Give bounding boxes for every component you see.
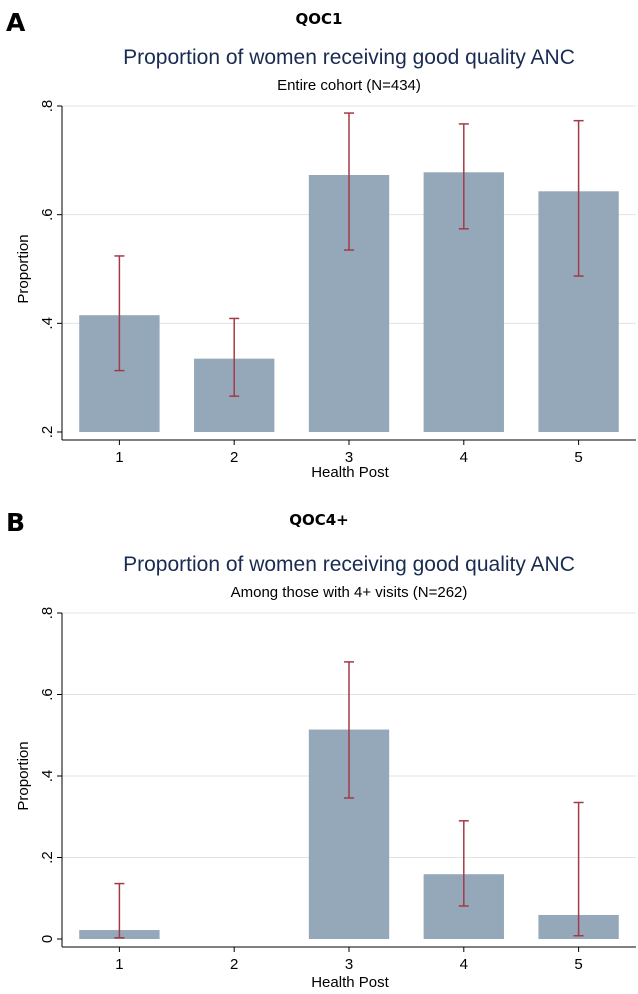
chart-subtitle: Entire cohort (N=434) <box>277 77 421 94</box>
error-bar <box>114 255 125 372</box>
error-bar <box>229 317 240 397</box>
panel-letter: B <box>6 508 26 537</box>
chart-qoc1: Proportion of women receiving good quali… <box>15 46 636 481</box>
error-bar <box>458 820 469 907</box>
chart-qoc4plus: Proportion of women receiving good quali… <box>15 553 636 991</box>
y-tick-label: 0 <box>39 935 56 943</box>
x-tick-label: 1 <box>115 956 123 973</box>
x-tick-label: 2 <box>230 956 238 973</box>
panel-a: A QOC1 Proportion of women receiving goo… <box>6 8 636 481</box>
y-tick-label: .6 <box>39 208 56 221</box>
y-tick-label: .4 <box>39 770 56 783</box>
x-tick-label: 5 <box>574 956 582 973</box>
y-tick-label: .2 <box>39 851 56 864</box>
x-axis-label: Health Post <box>311 464 389 481</box>
chart-title: Proportion of women receiving good quali… <box>123 553 575 576</box>
y-tick-label: .8 <box>39 607 56 620</box>
error-bar <box>573 119 584 277</box>
x-tick-label: 3 <box>345 956 353 973</box>
x-tick-label: 3 <box>345 449 353 466</box>
y-tick-label: .8 <box>39 100 56 113</box>
x-tick-label: 5 <box>574 449 582 466</box>
y-tick-label: .4 <box>39 317 56 330</box>
y-tick-label: .6 <box>39 688 56 701</box>
error-bar <box>458 123 469 230</box>
x-tick-label: 1 <box>115 449 123 466</box>
error-bar <box>344 661 354 799</box>
x-axis-label: Health Post <box>311 974 389 991</box>
y-tick-label: .2 <box>39 426 56 439</box>
panel-letter: A <box>6 8 26 37</box>
error-bar <box>344 112 354 251</box>
x-tick-label: 2 <box>230 449 238 466</box>
panel-tag: QOC4+ <box>289 511 349 529</box>
chart-title: Proportion of women receiving good quali… <box>123 46 575 69</box>
chart-subtitle: Among those with 4+ visits (N=262) <box>231 584 468 601</box>
panel-b: B QOC4+ Proportion of women receiving go… <box>0 503 638 994</box>
y-axis-label: Proportion <box>15 234 32 303</box>
x-tick-label: 4 <box>460 956 468 973</box>
error-bar <box>114 882 125 939</box>
error-bar <box>573 801 584 937</box>
panel-tag: QOC1 <box>295 10 343 28</box>
y-axis-label: Proportion <box>15 741 32 810</box>
x-tick-label: 4 <box>460 449 468 466</box>
